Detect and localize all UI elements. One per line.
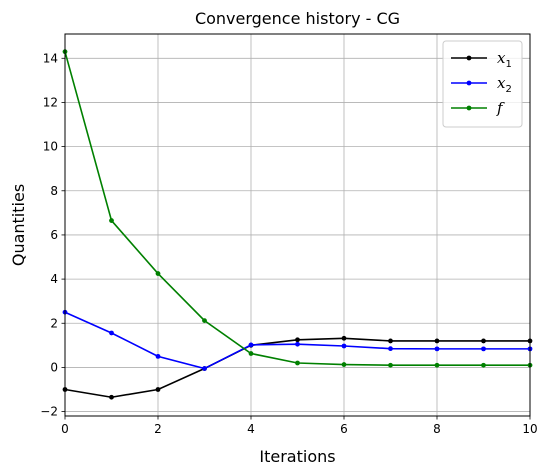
data-point [388, 362, 393, 368]
data-point [341, 335, 347, 341]
x-tick-label: 4 [247, 422, 255, 436]
data-point [388, 346, 393, 352]
data-point [155, 387, 161, 392]
y-tick-label: 8 [50, 184, 58, 198]
legend-marker [466, 80, 472, 86]
x-tick-label: 10 [522, 422, 537, 436]
y-tick-label: −2 [40, 405, 58, 419]
legend-marker [466, 105, 472, 111]
data-point [295, 337, 300, 343]
data-point [202, 366, 207, 371]
data-point [248, 351, 254, 356]
legend-label: x1 [497, 49, 512, 70]
data-point [109, 218, 114, 223]
data-point [481, 346, 486, 352]
data-point [434, 362, 440, 368]
y-tick-label: 6 [50, 228, 58, 242]
data-point [109, 394, 114, 400]
x-tick-label: 2 [154, 422, 162, 436]
legend-label-main: x [497, 74, 506, 92]
data-point [295, 341, 300, 347]
data-point [155, 271, 161, 276]
y-tick-label: 14 [43, 51, 58, 65]
data-point [481, 338, 486, 344]
legend-entry: f [451, 99, 505, 117]
data-point [434, 346, 440, 352]
y-tick-label: 12 [43, 95, 58, 109]
legend-label-subscript: 2 [505, 84, 511, 95]
legend-label-subscript: 1 [505, 59, 511, 70]
legend-entry: x1 [451, 49, 512, 70]
legend-marker [466, 55, 472, 61]
data-point [202, 318, 207, 324]
data-point [341, 343, 347, 349]
y-tick-label: 10 [43, 140, 58, 154]
data-point [481, 362, 486, 368]
data-point [155, 353, 161, 359]
legend-entry: x2 [451, 74, 512, 95]
y-tick-label: 0 [50, 360, 58, 374]
y-tick-label: 2 [50, 316, 58, 330]
x-tick-label: 8 [433, 422, 441, 436]
legend-label: x2 [497, 74, 512, 95]
data-point [295, 360, 300, 366]
chart-title: Convergence history - CG [195, 9, 400, 28]
grid [64, 34, 531, 416]
y-axis-label: Quantities [9, 184, 28, 266]
plot-frame [64, 33, 531, 417]
data-point [388, 338, 393, 344]
legend-label-main: x [497, 49, 506, 67]
x-axis-label: Iterations [259, 447, 335, 466]
series-x2 [62, 309, 533, 371]
legend-label: f [496, 99, 505, 117]
data-point [434, 338, 440, 344]
legend-label-main: f [496, 99, 505, 117]
data-point [341, 362, 347, 367]
y-tick-label: 4 [50, 272, 58, 286]
data-point [248, 342, 254, 348]
legend-box [442, 40, 523, 128]
x-tick-label: 6 [340, 422, 348, 436]
data-point [109, 330, 114, 336]
x-tick-label: 0 [61, 422, 69, 436]
